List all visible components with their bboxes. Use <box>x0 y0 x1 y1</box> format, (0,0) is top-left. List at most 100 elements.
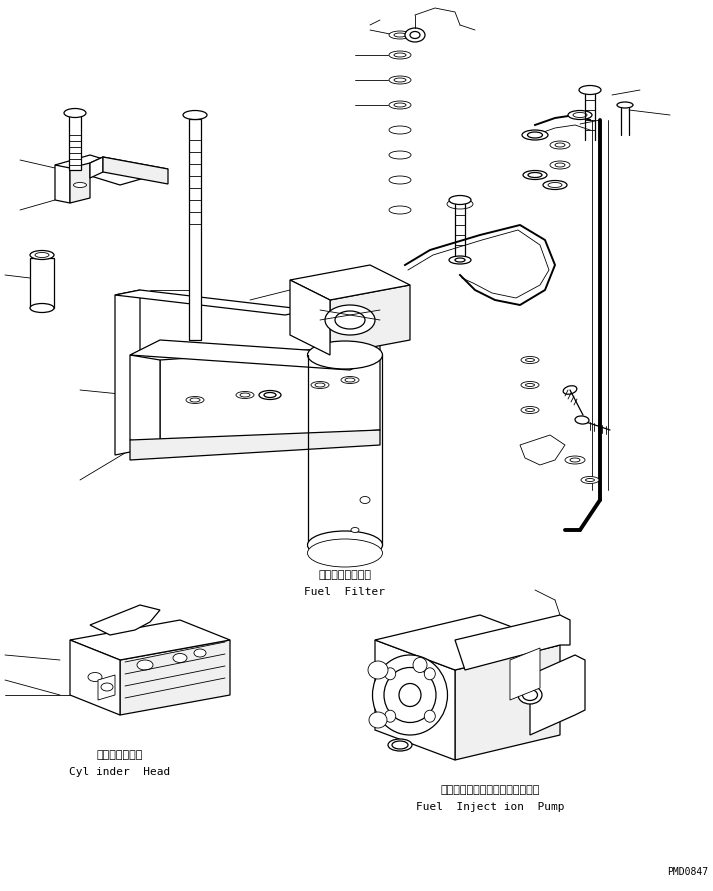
Polygon shape <box>160 345 380 445</box>
Ellipse shape <box>575 416 589 424</box>
Polygon shape <box>375 640 455 760</box>
Polygon shape <box>290 265 410 300</box>
Ellipse shape <box>394 103 406 107</box>
Ellipse shape <box>521 406 539 413</box>
Ellipse shape <box>389 31 411 39</box>
Ellipse shape <box>389 51 411 59</box>
Ellipse shape <box>389 176 411 184</box>
Ellipse shape <box>555 143 565 147</box>
Ellipse shape <box>137 660 153 670</box>
Ellipse shape <box>550 141 570 149</box>
Ellipse shape <box>385 710 396 723</box>
Ellipse shape <box>449 195 471 205</box>
Polygon shape <box>130 430 380 460</box>
Ellipse shape <box>315 383 325 387</box>
Polygon shape <box>55 165 70 203</box>
Ellipse shape <box>563 386 577 394</box>
Ellipse shape <box>410 31 420 38</box>
Ellipse shape <box>525 408 535 412</box>
Ellipse shape <box>449 256 471 264</box>
Ellipse shape <box>447 199 473 209</box>
Ellipse shape <box>394 53 406 57</box>
Ellipse shape <box>399 683 421 707</box>
Ellipse shape <box>565 456 585 464</box>
Ellipse shape <box>360 496 370 503</box>
Ellipse shape <box>550 161 570 169</box>
Ellipse shape <box>585 478 595 481</box>
Ellipse shape <box>528 132 543 138</box>
Polygon shape <box>90 605 160 635</box>
Ellipse shape <box>30 304 54 313</box>
Text: PMD0847: PMD0847 <box>667 867 708 877</box>
Text: Fuel  Inject ion  Pump: Fuel Inject ion Pump <box>416 802 564 812</box>
Ellipse shape <box>351 527 359 533</box>
Ellipse shape <box>183 110 207 119</box>
Ellipse shape <box>389 76 411 84</box>
Ellipse shape <box>173 653 187 663</box>
Polygon shape <box>115 290 140 455</box>
Polygon shape <box>530 655 585 735</box>
Ellipse shape <box>335 311 365 329</box>
Ellipse shape <box>555 163 565 167</box>
Text: Cyl inder  Head: Cyl inder Head <box>69 767 170 777</box>
Ellipse shape <box>259 390 281 399</box>
Ellipse shape <box>101 683 113 691</box>
Ellipse shape <box>264 393 276 397</box>
Ellipse shape <box>240 393 250 397</box>
Ellipse shape <box>307 539 382 567</box>
Polygon shape <box>290 280 330 355</box>
Text: Fuel  Filter: Fuel Filter <box>304 587 386 597</box>
Polygon shape <box>115 290 310 315</box>
Polygon shape <box>375 615 560 670</box>
Polygon shape <box>90 157 168 175</box>
Ellipse shape <box>424 710 436 723</box>
Polygon shape <box>70 640 120 715</box>
Ellipse shape <box>424 667 436 680</box>
Ellipse shape <box>389 101 411 109</box>
Ellipse shape <box>521 381 539 388</box>
Ellipse shape <box>413 658 427 673</box>
Ellipse shape <box>325 305 375 335</box>
Ellipse shape <box>548 183 562 187</box>
Polygon shape <box>103 157 168 184</box>
Ellipse shape <box>341 377 359 383</box>
Ellipse shape <box>88 673 102 682</box>
Ellipse shape <box>617 102 633 108</box>
Polygon shape <box>98 675 115 700</box>
Ellipse shape <box>389 206 411 214</box>
Ellipse shape <box>455 258 465 262</box>
Ellipse shape <box>523 690 538 700</box>
Polygon shape <box>55 155 155 185</box>
Ellipse shape <box>190 398 200 402</box>
Ellipse shape <box>579 86 601 94</box>
Ellipse shape <box>73 183 86 187</box>
Ellipse shape <box>573 112 587 118</box>
Ellipse shape <box>570 458 580 462</box>
Ellipse shape <box>384 667 436 723</box>
Ellipse shape <box>236 391 254 398</box>
Text: フェエルフィルタ: フェエルフィルタ <box>319 570 371 580</box>
Ellipse shape <box>525 383 535 387</box>
Ellipse shape <box>186 396 204 404</box>
Ellipse shape <box>581 477 599 484</box>
Ellipse shape <box>389 151 411 159</box>
Ellipse shape <box>307 531 382 559</box>
Polygon shape <box>70 163 90 203</box>
Ellipse shape <box>385 667 396 680</box>
Ellipse shape <box>518 686 542 704</box>
Ellipse shape <box>405 28 425 42</box>
Ellipse shape <box>392 741 408 749</box>
Polygon shape <box>510 648 540 700</box>
Ellipse shape <box>521 356 539 364</box>
Ellipse shape <box>394 78 406 82</box>
Polygon shape <box>189 119 201 340</box>
Ellipse shape <box>523 170 547 179</box>
Ellipse shape <box>394 33 406 37</box>
Polygon shape <box>455 615 570 670</box>
Polygon shape <box>30 258 54 308</box>
Text: フェエルインジェクションポンプ: フェエルインジェクションポンプ <box>441 785 540 795</box>
Polygon shape <box>330 285 410 355</box>
Polygon shape <box>455 645 560 760</box>
Ellipse shape <box>30 250 54 259</box>
Polygon shape <box>90 157 103 178</box>
